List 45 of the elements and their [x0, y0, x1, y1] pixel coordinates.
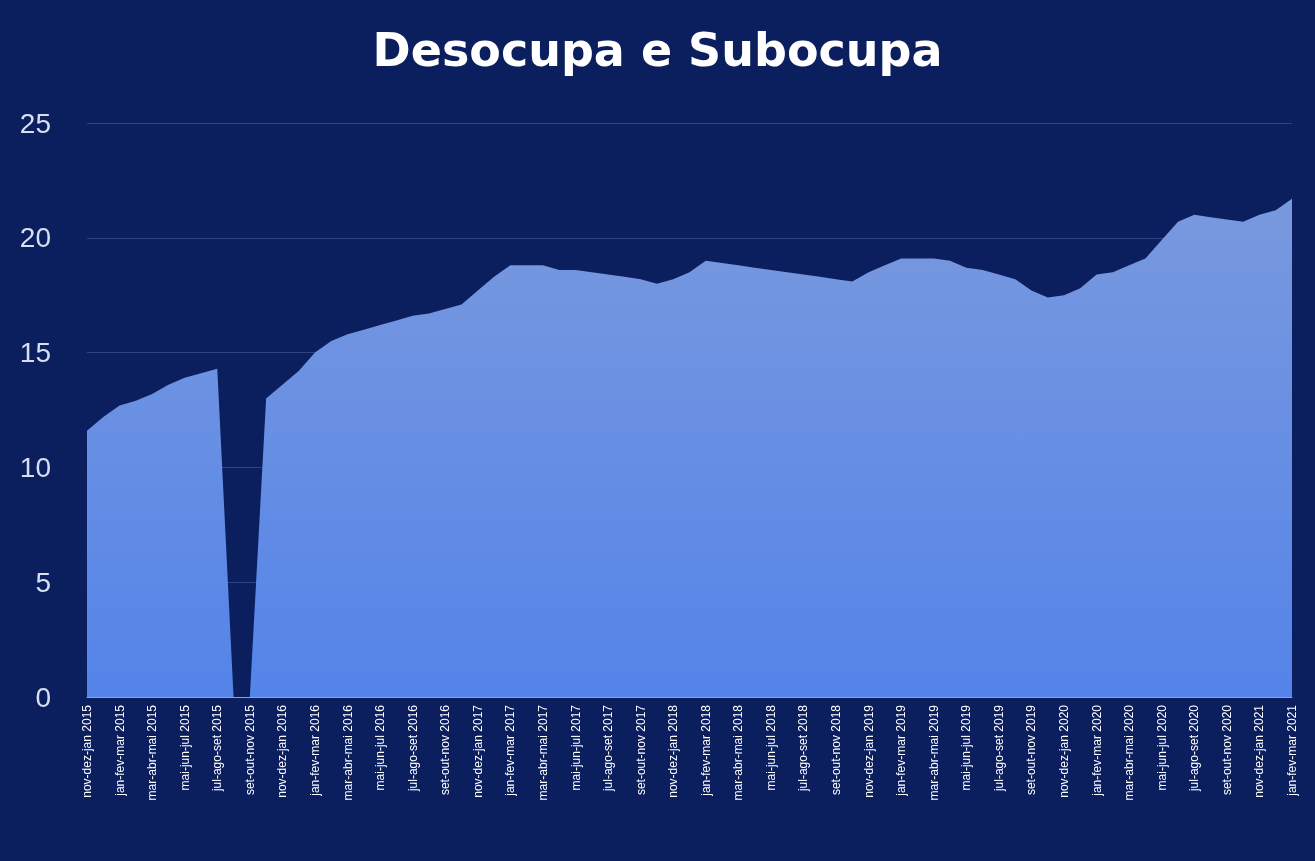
x-tick-label: mar-abr-mai 2020 — [1122, 704, 1137, 801]
x-tick-label: mar-abr-mai 2019 — [926, 704, 941, 801]
x-tick-label: mar-abr-mai 2015 — [145, 704, 160, 801]
x-tick-label: set-out-nov 2015 — [242, 704, 257, 796]
x-tick-label: mar-abr-mai 2016 — [340, 704, 355, 801]
x-tick-label: set-out-nov 2019 — [1024, 704, 1039, 796]
x-tick-label: mar-abr-mai 2018 — [731, 704, 746, 801]
y-tick-label: 15 — [19, 337, 51, 369]
y-tick-label: 0 — [35, 681, 51, 713]
chart-title: Desocupa e Subocupa — [372, 23, 943, 77]
x-tick-label: jan-fev-mar 2017 — [503, 704, 518, 797]
x-tick-label: mai-jun-jul 2018 — [763, 704, 778, 791]
x-tick-label: mai-jun-jul 2020 — [1154, 704, 1169, 791]
x-tick-label: set-out-nov 2017 — [633, 704, 648, 796]
x-tick-label: nov-dez-jan 2020 — [1057, 704, 1072, 798]
x-tick-label: jul-ago-set 2018 — [796, 704, 811, 793]
x-tick-label: nov-dez-jan 2017 — [470, 704, 485, 798]
x-tick-label: nov-dez-jan 2015 — [80, 704, 94, 798]
x-tick-label: mai-jun-jul 2015 — [177, 704, 192, 791]
x-tick-label: jul-ago-set 2016 — [405, 704, 420, 793]
x-tick-label: nov-dez-jan 2018 — [666, 704, 681, 798]
x-tick-label: mai-jun-jul 2019 — [959, 704, 974, 791]
x-tick-label: jan-fev-mar 2020 — [1089, 704, 1104, 797]
x-tick-label: jan-fev-mar 2016 — [307, 704, 322, 797]
x-tick-label: jul-ago-set 2015 — [210, 704, 225, 793]
x-tick-label: jul-ago-set 2019 — [991, 704, 1006, 793]
y-tick-label: 25 — [19, 107, 51, 139]
x-tick-label: set-out-nov 2018 — [829, 704, 844, 796]
x-tick-label: nov-dez-jan 2021 — [1252, 704, 1267, 798]
x-tick-label: mai-jun-jul 2017 — [568, 704, 583, 791]
x-tick-label: mar-abr-mai 2017 — [535, 704, 550, 801]
y-tick-label: 20 — [19, 222, 51, 254]
x-tick-label: jan-fev-mar 2021 — [1285, 704, 1299, 797]
y-tick-label: 5 — [35, 566, 51, 598]
x-tick-label: jan-fev-mar 2015 — [112, 704, 127, 797]
x-tick-label: nov-dez-jan 2019 — [861, 704, 876, 798]
x-tick-label: set-out-nov 2020 — [1219, 704, 1234, 796]
y-tick-label: 10 — [19, 451, 51, 483]
x-tick-label: jul-ago-set 2020 — [1187, 704, 1202, 793]
x-tick-label: set-out-nov 2016 — [438, 704, 453, 796]
x-tick-label: jan-fev-mar 2019 — [894, 704, 909, 797]
x-tick-label: jan-fev-mar 2018 — [698, 704, 713, 797]
x-tick-label: jul-ago-set 2017 — [601, 704, 616, 793]
x-tick-label: nov-dez-jan 2016 — [275, 704, 290, 798]
x-tick-label: mai-jun-jul 2016 — [373, 704, 388, 791]
